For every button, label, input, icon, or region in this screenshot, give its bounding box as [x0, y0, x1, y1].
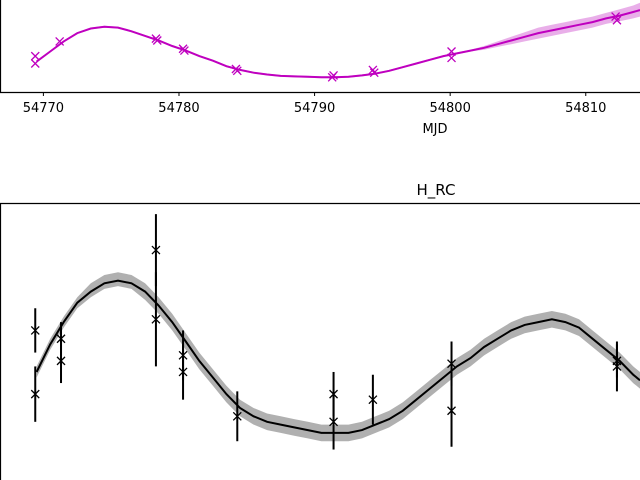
top-observation-point	[232, 66, 242, 76]
bottom-observation-point	[612, 361, 622, 371]
bottom-axes	[0, 202, 640, 480]
top-model-line	[36, 9, 640, 79]
bottom-observation-point	[447, 359, 456, 369]
bottom-observation-point	[151, 314, 161, 324]
top-observation-point	[447, 53, 456, 63]
bottom-observation-point	[30, 389, 40, 399]
top-observation-point	[369, 68, 379, 78]
bottom-observation-point	[368, 395, 378, 405]
bottom-observation-point	[151, 245, 161, 255]
top-observation-point	[368, 65, 378, 75]
top-observation-point	[612, 15, 622, 25]
x-tick-label: 54780	[158, 101, 199, 116]
top-panel: 54770 54780 54790 54800 54810 MJD	[0, 0, 640, 137]
bottom-observation-point	[447, 406, 456, 416]
top-observation-point	[55, 36, 65, 46]
x-tick-label: 54810	[565, 101, 606, 116]
bottom-observation-point	[329, 389, 339, 399]
top-observation-point	[30, 59, 40, 68]
top-observation-point	[179, 46, 189, 56]
bottom-uncertainty-band	[36, 272, 640, 442]
bottom-observation-point	[178, 350, 188, 360]
top-axes	[0, 0, 640, 94]
top-x-axis-label: MJD	[422, 122, 447, 137]
x-tick-label: 54790	[294, 101, 335, 116]
bottom-observations-group	[30, 245, 622, 427]
top-observation-point	[30, 51, 40, 61]
bottom-observation-point	[232, 411, 242, 421]
bottom-panel: H_RC	[0, 181, 640, 480]
x-tick-label: 54800	[429, 101, 470, 116]
bottom-observation-point	[30, 325, 40, 335]
bottom-observation-point	[56, 356, 66, 366]
top-observation-point	[447, 47, 456, 56]
top-observation-point	[329, 70, 339, 80]
bottom-model-line-group	[35, 279, 640, 434]
top-observations-group	[30, 12, 622, 82]
bottom-uncertainty-band-group	[36, 272, 640, 442]
top-observation-point	[152, 36, 162, 45]
bottom-observation-point	[329, 417, 339, 427]
top-model-line-group	[36, 9, 640, 79]
x-tick-label: 54770	[23, 101, 64, 116]
bottom-model-line	[35, 279, 640, 434]
bottom-observation-point	[178, 367, 188, 377]
top-x-ticks: 54770 54780 54790 54800 54810	[23, 92, 606, 116]
bottom-chart-title: H_RC	[417, 181, 456, 200]
bottom-observation-point	[56, 334, 66, 344]
